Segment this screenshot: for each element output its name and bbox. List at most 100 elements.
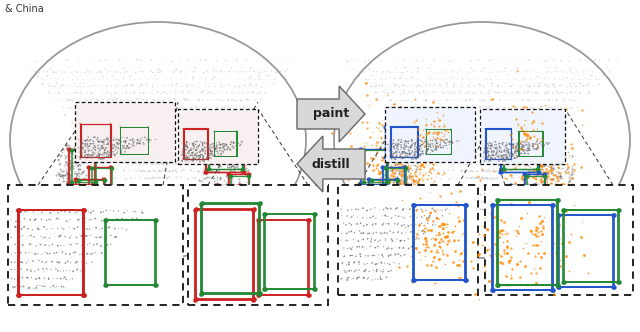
- Point: [433, 115, 444, 121]
- Point: [475, 162, 485, 167]
- Point: [372, 244, 383, 249]
- Point: [540, 250, 550, 256]
- Point: [90, 145, 100, 150]
- Point: [342, 59, 353, 64]
- Point: [385, 149, 396, 155]
- Point: [63, 176, 74, 181]
- Point: [116, 135, 127, 141]
- Point: [115, 145, 125, 150]
- Point: [163, 200, 173, 205]
- Point: [535, 265, 545, 271]
- Point: [64, 225, 74, 230]
- Point: [156, 169, 166, 174]
- Point: [483, 91, 493, 96]
- Point: [184, 141, 195, 147]
- Point: [410, 96, 420, 101]
- Point: [444, 104, 454, 110]
- Point: [481, 154, 491, 159]
- Point: [48, 208, 58, 213]
- Point: [486, 253, 496, 259]
- Point: [63, 182, 73, 187]
- Point: [204, 153, 214, 158]
- Point: [478, 154, 488, 160]
- Point: [211, 147, 221, 152]
- Point: [563, 84, 573, 89]
- Point: [530, 171, 540, 176]
- Point: [528, 149, 538, 154]
- Point: [400, 192, 410, 198]
- Point: [71, 160, 81, 165]
- Point: [159, 120, 169, 125]
- Point: [381, 57, 392, 63]
- Point: [404, 173, 414, 179]
- Point: [591, 76, 601, 82]
- Point: [527, 232, 537, 237]
- Point: [526, 184, 536, 190]
- Point: [392, 212, 402, 218]
- Point: [495, 169, 506, 174]
- Point: [355, 228, 365, 234]
- Point: [132, 140, 142, 146]
- Point: [207, 185, 217, 190]
- Point: [184, 150, 194, 156]
- Point: [499, 219, 509, 224]
- Point: [222, 147, 232, 152]
- Point: [175, 208, 186, 213]
- Point: [385, 209, 396, 215]
- Point: [525, 134, 535, 140]
- Point: [167, 74, 177, 80]
- Point: [523, 176, 533, 181]
- Point: [160, 133, 170, 138]
- Point: [223, 121, 233, 126]
- Point: [74, 163, 84, 168]
- Point: [430, 280, 440, 285]
- Point: [229, 166, 239, 171]
- Point: [500, 184, 510, 189]
- Point: [392, 152, 402, 158]
- Point: [390, 252, 401, 257]
- Point: [440, 122, 450, 127]
- Point: [152, 76, 163, 81]
- Point: [427, 140, 437, 145]
- Point: [59, 163, 69, 169]
- Point: [537, 178, 547, 184]
- Point: [232, 69, 243, 74]
- Point: [399, 164, 410, 169]
- Point: [425, 169, 435, 174]
- Point: [112, 146, 122, 152]
- Point: [138, 145, 148, 150]
- Point: [87, 153, 97, 158]
- Point: [137, 83, 147, 88]
- Point: [193, 146, 204, 152]
- Point: [536, 154, 546, 159]
- Point: [432, 215, 442, 220]
- Point: [129, 138, 140, 143]
- Point: [486, 186, 496, 191]
- Point: [477, 154, 488, 159]
- Point: [82, 143, 92, 149]
- Point: [504, 141, 515, 147]
- Point: [424, 137, 435, 142]
- Point: [383, 154, 393, 159]
- Point: [148, 199, 158, 204]
- Point: [223, 171, 234, 176]
- Point: [206, 152, 216, 158]
- Point: [523, 190, 533, 196]
- Point: [483, 58, 493, 64]
- Point: [380, 117, 390, 122]
- Point: [168, 144, 179, 149]
- Point: [541, 181, 551, 187]
- Point: [465, 133, 475, 139]
- Point: [475, 183, 485, 188]
- Point: [131, 98, 141, 104]
- Point: [205, 155, 215, 160]
- Point: [543, 170, 554, 176]
- Point: [399, 83, 409, 88]
- Point: [522, 146, 532, 151]
- Point: [355, 220, 365, 226]
- Point: [488, 214, 499, 220]
- Point: [204, 164, 214, 169]
- Point: [527, 208, 537, 213]
- Point: [422, 263, 433, 268]
- Point: [549, 184, 559, 189]
